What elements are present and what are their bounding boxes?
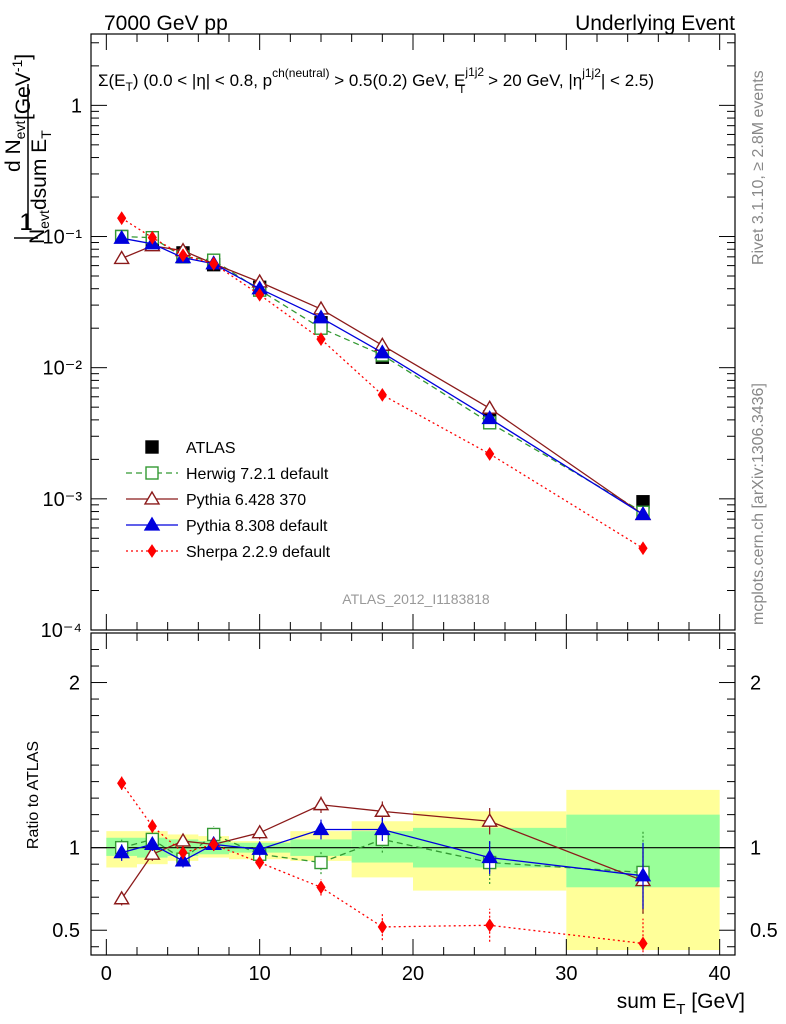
y-tick-label-0: 1 xyxy=(71,95,82,117)
series-sherpa-2-2-9-default xyxy=(117,211,648,556)
ratio-point-pythia-6-428-370-7 xyxy=(481,812,498,827)
rivet-label: Rivet 3.1.10, ≥ 2.8M events xyxy=(750,70,767,265)
point-sherpa-2-2-9-default-7 xyxy=(485,447,495,461)
legend-item-sherpa-2-2-9-default: Sherpa 2.2.9 default xyxy=(126,544,331,561)
ratio-y-tick-label-r-0.5: 0.5 xyxy=(750,920,778,942)
ratio-y-tick-label-l-1: 1 xyxy=(69,838,80,860)
ratio-point-sherpa-2-2-9-default-6 xyxy=(377,920,387,934)
y-tick-label--1: 10⁻¹ xyxy=(43,227,83,249)
legend-label-pythia-8-308-default: Pythia 8.308 default xyxy=(186,518,328,535)
ratio-point-sherpa-2-2-9-default-7 xyxy=(485,918,495,933)
header-left: 7000 GeV pp xyxy=(104,12,228,35)
svg-text:[GeV-1]: [GeV-1] xyxy=(9,54,35,120)
y-tick-label--2: 10⁻² xyxy=(43,358,83,380)
legend-item-pythia-8-308-default: Pythia 8.308 default xyxy=(126,516,328,535)
ratio-point-pythia-8-308-default-0 xyxy=(113,844,130,859)
y-tick-label--4: 10⁻⁴ xyxy=(41,620,82,642)
point-sherpa-2-2-9-default-8 xyxy=(638,541,648,556)
ratio-y-tick-label-l-0.5: 0.5 xyxy=(52,920,80,942)
x-tick-label-20: 20 xyxy=(402,963,424,985)
legend-item-pythia-6-428-370: Pythia 6.428 370 xyxy=(126,490,306,509)
ratio-series-layer xyxy=(113,776,652,955)
x-tick-label-40: 40 xyxy=(709,963,731,985)
legend-label-atlas: ATLAS xyxy=(186,440,236,457)
axes: 0 10 20 30 40 10⁻⁴ 10⁻³ 10⁻² 10⁻¹ 1 0.5 0.5 1 1 2 2 xyxy=(41,34,778,985)
analysis-id: ATLAS_2012_I1183818 xyxy=(342,591,490,607)
x-axis-label: sum ET [GeV] xyxy=(617,990,745,1018)
y-tick-label--3: 10⁻³ xyxy=(43,489,83,511)
point-pythia-8-308-default-6 xyxy=(374,344,391,359)
ratio-point-sherpa-2-2-9-default-3 xyxy=(209,837,219,852)
legend-marker-pythia-6-428-370 xyxy=(143,490,161,505)
observable-title: Σ(ET) (0.0 < |η| < 0.8, pch(neutral) > 0… xyxy=(98,65,654,96)
main-ylabel: 1 Nevt d Nevt dsum ET [GeV-1] xyxy=(2,54,54,244)
mcplots-label: mcplots.cern.ch [arXiv:1306.3436] xyxy=(750,383,767,625)
ratio-y-tick-label-l-2: 2 xyxy=(69,673,80,695)
ratio-point-pythia-6-428-370-4 xyxy=(251,824,268,839)
x-tick-label-10: 10 xyxy=(249,963,271,985)
point-pythia-6-428-370-0 xyxy=(113,250,130,265)
ratio-point-pythia-8-308-default-6 xyxy=(374,821,391,836)
legend-item-herwig-7-2-1-default: Herwig 7.2.1 default xyxy=(126,466,329,483)
ratio-point-sherpa-2-2-9-default-0 xyxy=(117,776,127,791)
point-sherpa-2-2-9-default-6 xyxy=(377,388,387,402)
legend: ATLAS Herwig 7.2.1 default Pythia 6.428 37… xyxy=(126,440,331,561)
main-frame xyxy=(90,33,736,631)
header-right: Underlying Event xyxy=(575,12,735,35)
ratio-line-herwig-7-2-1-default xyxy=(121,833,644,874)
ratio-point-sherpa-2-2-9-default-5 xyxy=(316,880,326,895)
ratio-point-sherpa-2-2-9-default-1 xyxy=(147,819,157,834)
legend-marker-atlas xyxy=(145,440,159,454)
legend-label-pythia-6-428-370: Pythia 6.428 370 xyxy=(186,492,306,509)
ratio-point-pythia-8-308-default-8 xyxy=(634,867,652,882)
ratio-point-sherpa-2-2-9-default-2 xyxy=(178,845,188,860)
ratio-point-sherpa-2-2-9-default-8 xyxy=(638,936,648,951)
ratio-line-sherpa-2-2-9-default xyxy=(121,782,644,945)
ratio-point-herwig-7-2-1-default-5 xyxy=(314,855,328,870)
ratio-point-sherpa-2-2-9-default-4 xyxy=(255,855,265,870)
svg-text:dsum ET: dsum ET xyxy=(28,130,54,210)
x-tick-label-30: 30 xyxy=(555,963,577,985)
ratio-point-pythia-6-428-370-5 xyxy=(312,796,330,811)
point-sherpa-2-2-9-default-0 xyxy=(117,211,127,226)
point-sherpa-2-2-9-default-1 xyxy=(147,230,157,245)
ratio-point-pythia-8-308-default-4 xyxy=(251,840,268,855)
ratio-point-pythia-6-428-370-6 xyxy=(374,802,391,817)
point-sherpa-2-2-9-default-5 xyxy=(316,332,326,347)
x-tick-label-0: 0 xyxy=(101,963,112,985)
point-sherpa-2-2-9-default-4 xyxy=(255,287,265,302)
ratio-point-pythia-8-308-default-1 xyxy=(144,835,161,850)
point-pythia-8-308-default-7 xyxy=(481,410,498,425)
point-pythia-8-308-default-0 xyxy=(113,229,130,244)
ratio-point-pythia-8-308-default-5 xyxy=(312,821,330,836)
svg-text:1: 1 xyxy=(19,209,32,236)
legend-marker-pythia-8-308-default xyxy=(143,516,161,531)
legend-label-sherpa-2-2-9-default: Sherpa 2.2.9 default xyxy=(186,544,331,561)
point-sherpa-2-2-9-default-3 xyxy=(209,256,219,271)
ratio-y-tick-label-r-1: 1 xyxy=(750,838,761,860)
ratio-point-pythia-6-428-370-0 xyxy=(113,890,130,905)
ratio-point-pythia-6-428-370-1 xyxy=(144,845,161,860)
point-sherpa-2-2-9-default-2 xyxy=(178,248,188,263)
ratio-series-sherpa-2-2-9-default xyxy=(117,776,648,955)
legend-marker-herwig-7-2-1-default xyxy=(145,466,159,480)
legend-label-herwig-7-2-1-default: Herwig 7.2.1 default xyxy=(186,466,329,483)
ratio-series-pythia-8-308-default xyxy=(113,817,652,909)
ratio-ylabel: Ratio to ATLAS xyxy=(25,741,42,849)
svg-text:d Nevt: d Nevt xyxy=(2,121,28,172)
main-series-layer xyxy=(113,211,652,556)
point-pythia-8-308-default-5 xyxy=(312,309,330,324)
ratio-point-pythia-8-308-default-2 xyxy=(174,852,192,867)
legend-marker-sherpa-2-2-9-default xyxy=(147,544,157,558)
point-pythia-8-308-default-8 xyxy=(634,506,652,521)
ratio-point-pythia-8-308-default-7 xyxy=(481,849,498,864)
legend-item-atlas: ATLAS xyxy=(145,440,236,457)
ratio-y-tick-label-r-2: 2 xyxy=(750,673,761,695)
